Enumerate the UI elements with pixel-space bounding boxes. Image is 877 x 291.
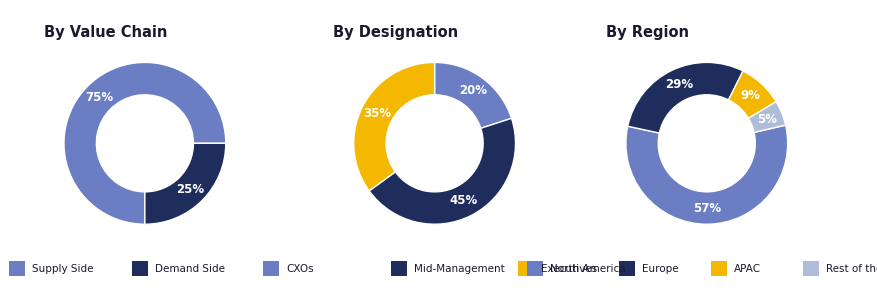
- Text: 9%: 9%: [740, 89, 759, 102]
- FancyBboxPatch shape: [710, 261, 726, 276]
- Text: By Value Chain: By Value Chain: [44, 25, 167, 40]
- Text: By Designation: By Designation: [333, 25, 458, 40]
- Text: Supply Side: Supply Side: [32, 264, 93, 274]
- FancyBboxPatch shape: [618, 261, 634, 276]
- Text: By Region: By Region: [605, 25, 688, 40]
- Text: 5%: 5%: [756, 113, 776, 126]
- Wedge shape: [145, 143, 225, 224]
- Text: 25%: 25%: [176, 182, 204, 196]
- FancyBboxPatch shape: [526, 261, 542, 276]
- Wedge shape: [728, 71, 775, 118]
- FancyBboxPatch shape: [802, 261, 818, 276]
- Text: APAC: APAC: [733, 264, 760, 274]
- Text: 29%: 29%: [664, 79, 692, 91]
- Text: Primary Sources: Primary Sources: [368, 14, 509, 29]
- Text: North America: North America: [549, 264, 624, 274]
- FancyBboxPatch shape: [263, 261, 279, 276]
- FancyBboxPatch shape: [517, 261, 533, 276]
- Text: 45%: 45%: [449, 194, 478, 207]
- FancyBboxPatch shape: [132, 261, 147, 276]
- Text: 57%: 57%: [692, 202, 721, 214]
- Text: 20%: 20%: [458, 84, 486, 97]
- Wedge shape: [64, 63, 225, 224]
- Wedge shape: [625, 125, 787, 224]
- Text: Mid-Management: Mid-Management: [413, 264, 503, 274]
- Text: Europe: Europe: [641, 264, 678, 274]
- Wedge shape: [747, 102, 785, 132]
- FancyBboxPatch shape: [9, 261, 25, 276]
- Wedge shape: [368, 118, 515, 224]
- Text: 75%: 75%: [85, 91, 113, 104]
- Text: Executives: Executives: [540, 264, 596, 274]
- Wedge shape: [353, 62, 434, 191]
- Text: Rest of the World: Rest of the World: [825, 264, 877, 274]
- Wedge shape: [434, 62, 511, 128]
- FancyBboxPatch shape: [390, 261, 406, 276]
- Text: CXOs: CXOs: [286, 264, 313, 274]
- Wedge shape: [627, 63, 742, 133]
- Text: 35%: 35%: [362, 107, 390, 120]
- Text: Demand Side: Demand Side: [154, 264, 225, 274]
